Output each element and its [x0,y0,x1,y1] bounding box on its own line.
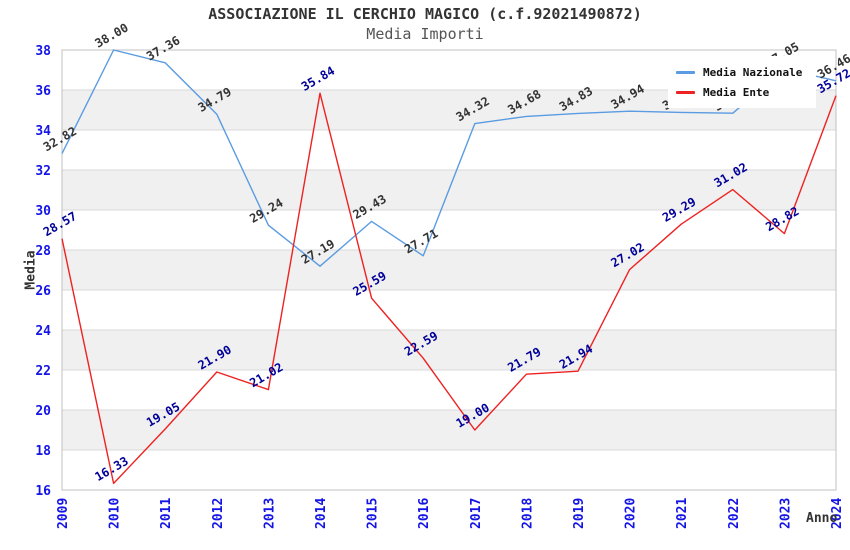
legend-item-media-nazionale: Media Nazionale [668,66,816,79]
x-tick-label: 2018 [520,498,535,529]
x-tick-label: 2017 [469,498,484,529]
legend-label-media-ente: Media Ente [703,85,770,99]
line-media-nazionale [61,49,837,267]
x-axis-title: Anno [806,511,838,526]
y-tick-label: 34 [35,124,51,139]
legend-label-media-nazionale: Media Nazionale [703,65,803,79]
y-tick-label: 20 [35,404,51,419]
chart-subtitle: Media Importi [366,25,484,43]
x-tick-label: 2016 [417,498,432,529]
x-tick-label: 2024 [830,498,845,529]
plot-border [61,49,837,491]
x-tick-label: 2009 [56,498,71,529]
x-tick-label: 2010 [108,498,123,529]
x-tick-label: 2019 [572,498,587,529]
y-tick-label: 28 [35,244,51,259]
y-tick-label: 30 [35,204,51,219]
grid-band [62,250,836,290]
y-tick-label: 26 [35,284,51,299]
x-tick-label: 2020 [624,498,639,529]
grid-band [62,330,836,370]
grid-band [62,410,836,450]
y-tick-label: 38 [35,44,51,59]
x-tick-label: 2023 [778,498,793,529]
x-tick-label: 2011 [159,498,174,529]
line-media-ente [61,92,837,485]
y-tick-label: 22 [35,364,51,379]
y-tick-label: 36 [35,84,51,99]
y-tick-label: 32 [35,164,51,179]
x-tick-label: 2022 [727,498,742,529]
x-tick-label: 2013 [262,498,277,529]
x-tick-label: 2012 [211,498,226,529]
chart-title: ASSOCIAZIONE IL CERCHIO MAGICO (c.f.9202… [208,5,642,23]
legend: Media Nazionale Media Ente [668,56,816,108]
x-tick-label: 2021 [675,498,690,529]
y-tick-label: 16 [35,484,51,499]
media-nazionale-line-swatch [676,70,695,74]
y-tick-label: 24 [35,324,51,339]
y-tick-label: 18 [35,444,51,459]
y-axis-title: Media [23,250,39,290]
x-tick-label: 2014 [314,498,329,529]
legend-item-media-ente: Media Ente [668,86,816,99]
x-tick-label: 2015 [366,498,381,529]
media-ente-line-swatch [676,90,695,94]
